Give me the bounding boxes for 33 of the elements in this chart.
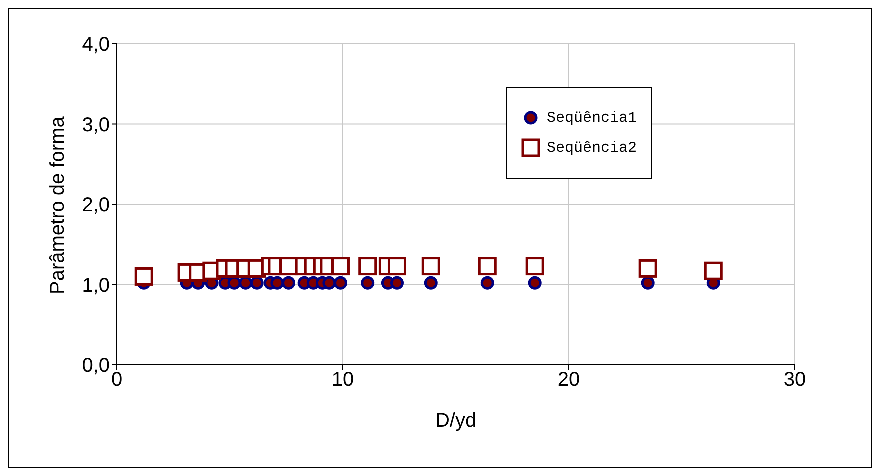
y-tick-label: 0,0 — [82, 355, 110, 378]
x-tick-label: 0 — [111, 369, 123, 392]
point — [478, 257, 497, 276]
y-tick-label: 1,0 — [82, 274, 110, 297]
point — [322, 276, 336, 290]
y-tick-label: 3,0 — [82, 114, 110, 136]
legend-label: Seqüência1 — [547, 110, 638, 126]
point — [528, 276, 542, 290]
x-tick-label: 10 — [332, 369, 354, 392]
point — [390, 276, 404, 290]
point — [282, 276, 296, 290]
point — [250, 276, 264, 290]
point — [134, 267, 154, 286]
point — [361, 276, 375, 290]
point — [704, 262, 723, 280]
x-axis-title: D/yd — [435, 410, 477, 432]
y-axis-title: Parâmetro de forma — [47, 116, 70, 294]
point — [638, 259, 658, 278]
point — [334, 276, 348, 290]
point — [480, 276, 494, 290]
legend-label: Seqüência2 — [547, 140, 638, 156]
point — [422, 257, 440, 276]
y-tick-label: 2,0 — [82, 194, 110, 217]
point — [641, 276, 655, 290]
point — [388, 257, 406, 276]
y-tick-label: 4,0 — [82, 34, 110, 56]
point — [358, 257, 378, 276]
point — [424, 276, 438, 290]
x-tick-label: 30 — [784, 369, 806, 392]
point — [270, 276, 284, 290]
point — [331, 257, 350, 276]
x-tick-label: 20 — [558, 369, 580, 392]
point — [526, 257, 544, 276]
